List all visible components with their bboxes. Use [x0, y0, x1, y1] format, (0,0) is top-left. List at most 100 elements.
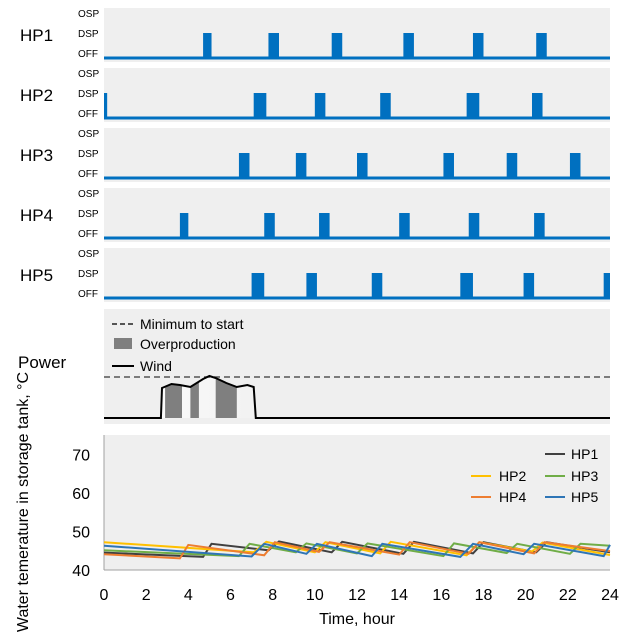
- x-tick-label: 22: [559, 587, 577, 604]
- y-tick-label: 40: [72, 563, 90, 580]
- overproduction-areas: [165, 378, 237, 418]
- legend-hp5: HP5: [571, 489, 598, 505]
- state-label-off: OFF: [78, 169, 98, 180]
- hp-panels: HP1 OSP DSP OFF HP2 OSP DSP OFF HP3 OSP …: [20, 8, 610, 302]
- hp-label: HP4: [20, 206, 53, 225]
- hp-panel-background: [104, 8, 610, 62]
- hp-label: HP3: [20, 146, 53, 165]
- state-label-dsp: DSP: [78, 29, 99, 40]
- legend-hp3: HP3: [571, 468, 598, 484]
- hp-pulses: [104, 33, 610, 60]
- on-pulse: [357, 153, 368, 178]
- on-pulse: [238, 153, 250, 178]
- y-axis-title: Water temerature in storage tank, °C: [15, 372, 32, 632]
- on-pulse: [306, 273, 317, 298]
- on-pulse: [466, 93, 480, 118]
- hp-pulses: [104, 213, 610, 240]
- state-label-off: OFF: [78, 109, 98, 120]
- legend-hp4: HP4: [499, 489, 526, 505]
- x-tick-label: 14: [390, 587, 408, 604]
- temperature-series-line: [103, 542, 611, 558]
- power-title: Power: [18, 353, 67, 372]
- y-tick-label: 60: [72, 486, 90, 503]
- legend-hp1: HP1: [571, 446, 598, 462]
- hp-pulses: [104, 273, 610, 300]
- state-label-osp: OSP: [78, 69, 99, 80]
- hp-pulses: [104, 153, 610, 180]
- legend-hp2: HP2: [499, 468, 526, 484]
- on-pulse: [472, 33, 484, 58]
- on-pulse: [295, 153, 307, 178]
- state-label-dsp: DSP: [78, 149, 99, 160]
- x-axis-title: Time, hour: [319, 611, 396, 628]
- y-tick-labels: 40 50 60 70: [72, 447, 90, 580]
- x-tick-label: 0: [100, 587, 109, 604]
- overproduction-area: [190, 381, 199, 418]
- legend-wind: Wind: [140, 358, 172, 374]
- y-axis-title-text: Water temerature in storage tank, °C: [15, 372, 32, 632]
- x-tick-label: 18: [475, 587, 493, 604]
- y-tick-label: 70: [72, 447, 90, 464]
- hp-panel-background: [104, 68, 610, 122]
- legend-overproduction: Overproduction: [140, 336, 236, 352]
- on-pulse: [331, 33, 343, 58]
- power-area: [104, 374, 610, 419]
- on-pulse: [314, 93, 326, 118]
- x-tick-label: 24: [601, 587, 619, 604]
- hp-label: HP2: [20, 86, 53, 105]
- x-tick-label: 20: [517, 587, 535, 604]
- on-pulse: [531, 93, 543, 118]
- state-label-osp: OSP: [78, 9, 99, 20]
- x-tick-label: 4: [184, 587, 193, 604]
- state-label-off: OFF: [78, 229, 98, 240]
- hp-panel: HP5 OSP DSP OFF: [20, 248, 610, 302]
- power-panel: Power Minimum to start Overproduction Wi…: [18, 309, 610, 424]
- overproduction-area: [215, 378, 237, 418]
- state-label-osp: OSP: [78, 129, 99, 140]
- hp-panel: HP3 OSP DSP OFF: [20, 128, 610, 182]
- x-tick-label: 16: [432, 587, 450, 604]
- hp-panel: HP4 OSP DSP OFF: [20, 188, 610, 242]
- legend-minimum-to-start: Minimum to start: [140, 316, 244, 332]
- state-label-dsp: DSP: [78, 209, 99, 220]
- hp-label: HP5: [20, 266, 53, 285]
- hp-panel: HP2 OSP DSP OFF: [20, 68, 610, 122]
- x-tick-label: 10: [306, 587, 324, 604]
- on-pulse: [506, 153, 518, 178]
- on-pulse: [380, 93, 391, 118]
- on-pulse: [523, 273, 535, 298]
- on-pulse: [203, 33, 212, 58]
- state-label-dsp: DSP: [78, 89, 99, 100]
- temperature-lines: [103, 540, 611, 560]
- state-label-osp: OSP: [78, 249, 99, 260]
- x-tick-label: 8: [268, 587, 277, 604]
- on-pulse: [319, 213, 330, 238]
- state-label-off: OFF: [78, 49, 98, 60]
- on-pulse: [371, 273, 383, 298]
- on-pulse: [104, 93, 108, 118]
- hp-pulses: [104, 93, 610, 120]
- x-tick-label: 2: [142, 587, 151, 604]
- temperature-legend: HP1 HP2 HP3 HP4 HP5: [471, 446, 598, 505]
- on-pulse: [403, 33, 414, 58]
- x-tick-label: 6: [226, 587, 235, 604]
- on-pulse: [468, 213, 480, 238]
- on-pulse: [460, 273, 473, 298]
- on-pulse: [264, 213, 275, 238]
- on-pulse: [268, 33, 279, 58]
- state-label-dsp: DSP: [78, 269, 99, 280]
- on-pulse: [603, 273, 610, 298]
- on-pulse: [179, 213, 189, 238]
- on-pulse: [251, 273, 265, 298]
- overproduction-area: [165, 384, 182, 418]
- wind-line: [104, 374, 610, 419]
- state-label-osp: OSP: [78, 189, 99, 200]
- on-pulse: [569, 153, 581, 178]
- hp-panel: HP1 OSP DSP OFF: [20, 8, 610, 62]
- on-pulse: [443, 153, 454, 178]
- y-tick-label: 50: [72, 524, 90, 541]
- legend-overproduction-swatch: [114, 338, 132, 349]
- on-pulse: [534, 213, 545, 238]
